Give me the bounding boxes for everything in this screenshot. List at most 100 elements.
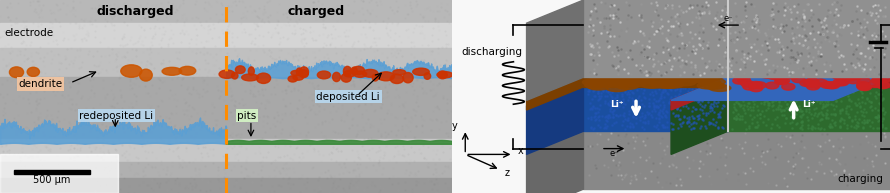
Bar [0,48,452,77]
Ellipse shape [231,72,238,79]
Ellipse shape [299,70,308,78]
Ellipse shape [768,73,781,80]
Text: electrode: electrode [4,28,53,38]
Ellipse shape [843,74,856,81]
Bar [0,77,452,139]
Ellipse shape [351,67,357,75]
Ellipse shape [595,73,617,80]
Ellipse shape [403,73,413,83]
Ellipse shape [781,83,795,90]
Ellipse shape [740,80,754,87]
Text: y: y [452,121,457,131]
Ellipse shape [849,73,862,79]
Ellipse shape [663,77,684,84]
Bar [0,23,452,48]
Ellipse shape [804,80,816,87]
Ellipse shape [732,77,746,84]
Ellipse shape [743,83,756,90]
Ellipse shape [832,73,845,79]
Ellipse shape [749,85,763,92]
Ellipse shape [821,82,834,88]
Ellipse shape [800,80,813,86]
Ellipse shape [587,83,610,90]
Ellipse shape [644,72,666,79]
Ellipse shape [871,77,885,84]
Ellipse shape [333,72,341,82]
Text: pits: pits [238,111,256,121]
Ellipse shape [236,66,245,74]
Ellipse shape [774,78,788,85]
Bar [13,170,91,174]
Ellipse shape [625,76,647,82]
Ellipse shape [586,78,608,85]
Ellipse shape [857,83,870,90]
Ellipse shape [624,80,646,87]
Ellipse shape [344,66,352,76]
Ellipse shape [248,67,255,75]
Bar [0,178,452,193]
Ellipse shape [377,72,394,81]
Ellipse shape [877,82,890,89]
Ellipse shape [765,82,779,89]
Ellipse shape [603,76,625,83]
Ellipse shape [608,78,630,85]
Ellipse shape [219,70,235,78]
Ellipse shape [654,81,676,88]
Polygon shape [527,83,584,154]
Ellipse shape [869,69,882,76]
Ellipse shape [585,82,607,89]
Ellipse shape [752,66,765,73]
Ellipse shape [779,66,792,73]
Ellipse shape [736,72,749,79]
Text: dendrite: dendrite [18,79,62,89]
Ellipse shape [291,70,301,75]
Text: x: x [518,146,523,156]
Ellipse shape [827,82,840,89]
Ellipse shape [870,80,883,87]
Ellipse shape [771,72,784,79]
Polygon shape [584,83,728,131]
Ellipse shape [833,79,846,86]
Ellipse shape [804,71,816,77]
Ellipse shape [595,75,616,82]
Ellipse shape [851,67,864,74]
Ellipse shape [662,74,684,80]
Ellipse shape [641,77,662,84]
Ellipse shape [856,82,870,88]
Ellipse shape [424,73,431,79]
Ellipse shape [608,80,630,86]
Ellipse shape [392,70,406,75]
Ellipse shape [873,68,886,75]
Ellipse shape [595,70,617,77]
Polygon shape [527,131,584,193]
Ellipse shape [592,80,614,87]
Ellipse shape [140,69,152,81]
Ellipse shape [697,82,719,89]
Ellipse shape [162,67,182,75]
Ellipse shape [813,71,827,78]
Ellipse shape [413,68,429,75]
Ellipse shape [783,67,797,74]
Ellipse shape [299,67,309,77]
Ellipse shape [608,79,629,86]
Ellipse shape [858,84,871,91]
Polygon shape [671,77,728,110]
Ellipse shape [437,72,453,78]
Ellipse shape [582,79,604,86]
Ellipse shape [699,79,721,86]
Ellipse shape [657,82,679,88]
Ellipse shape [608,71,630,78]
Ellipse shape [318,71,330,79]
Ellipse shape [372,74,378,81]
Text: discharged: discharged [97,5,174,18]
Ellipse shape [593,70,615,77]
Text: 500 μm: 500 μm [33,175,70,185]
Polygon shape [527,77,584,110]
Ellipse shape [836,79,849,86]
Text: e⁻: e⁻ [610,149,619,158]
Ellipse shape [682,75,703,82]
Ellipse shape [344,70,355,77]
Ellipse shape [703,82,725,89]
Ellipse shape [438,71,448,79]
Ellipse shape [850,69,863,75]
